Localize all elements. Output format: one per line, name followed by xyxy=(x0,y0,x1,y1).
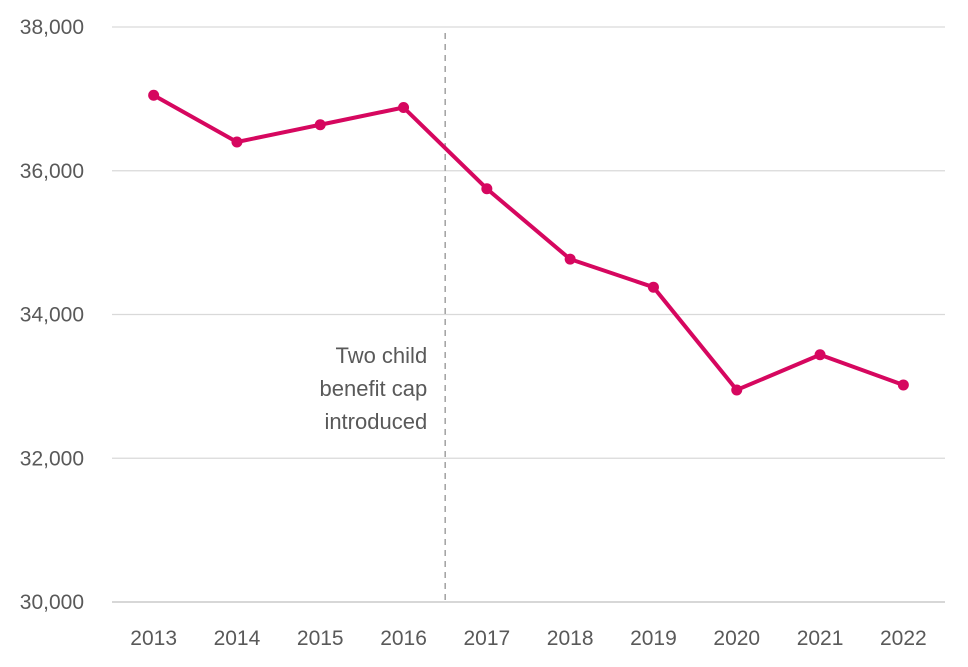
x-tick-label: 2014 xyxy=(214,627,261,650)
data-point xyxy=(647,281,659,293)
y-tick-label: 30,000 xyxy=(20,591,84,614)
x-axis-ticks: 2013 2014 2015 2016 2017 2018 2019 2020 2021 2022 xyxy=(130,627,926,650)
data-point xyxy=(731,384,743,396)
x-tick-label: 2015 xyxy=(297,627,344,650)
y-tick-label: 36,000 xyxy=(20,160,84,183)
series-line xyxy=(151,93,906,392)
x-tick-label: 2021 xyxy=(797,627,844,650)
data-point xyxy=(564,253,576,265)
annotation-line-3: introduced xyxy=(324,409,427,434)
data-point xyxy=(314,119,326,131)
y-tick-label: 32,000 xyxy=(20,447,84,470)
y-axis-ticks: 30,000 32,000 34,000 36,000 38,000 xyxy=(20,16,84,614)
x-tick-label: 2016 xyxy=(380,627,427,650)
data-point xyxy=(148,89,160,101)
x-tick-label: 2022 xyxy=(880,627,927,650)
x-tick-label: 2017 xyxy=(463,627,510,650)
data-point xyxy=(398,102,410,113)
x-tick-label: 2018 xyxy=(547,627,594,650)
x-tick-label: 2019 xyxy=(630,627,677,650)
data-point xyxy=(231,136,243,148)
annotation-line-2: benefit cap xyxy=(320,376,428,401)
y-tick-label: 38,000 xyxy=(20,16,84,39)
data-point xyxy=(481,183,493,195)
gridlines xyxy=(112,26,945,603)
y-tick-label: 34,000 xyxy=(20,304,84,327)
x-tick-label: 2013 xyxy=(130,627,177,650)
data-point xyxy=(814,349,826,361)
policy-annotation: Two child benefit cap introduced xyxy=(320,343,428,434)
series xyxy=(148,89,909,396)
annotation-line-1: Two child xyxy=(335,343,427,368)
data-point xyxy=(897,379,909,391)
x-tick-label: 2020 xyxy=(713,627,760,650)
